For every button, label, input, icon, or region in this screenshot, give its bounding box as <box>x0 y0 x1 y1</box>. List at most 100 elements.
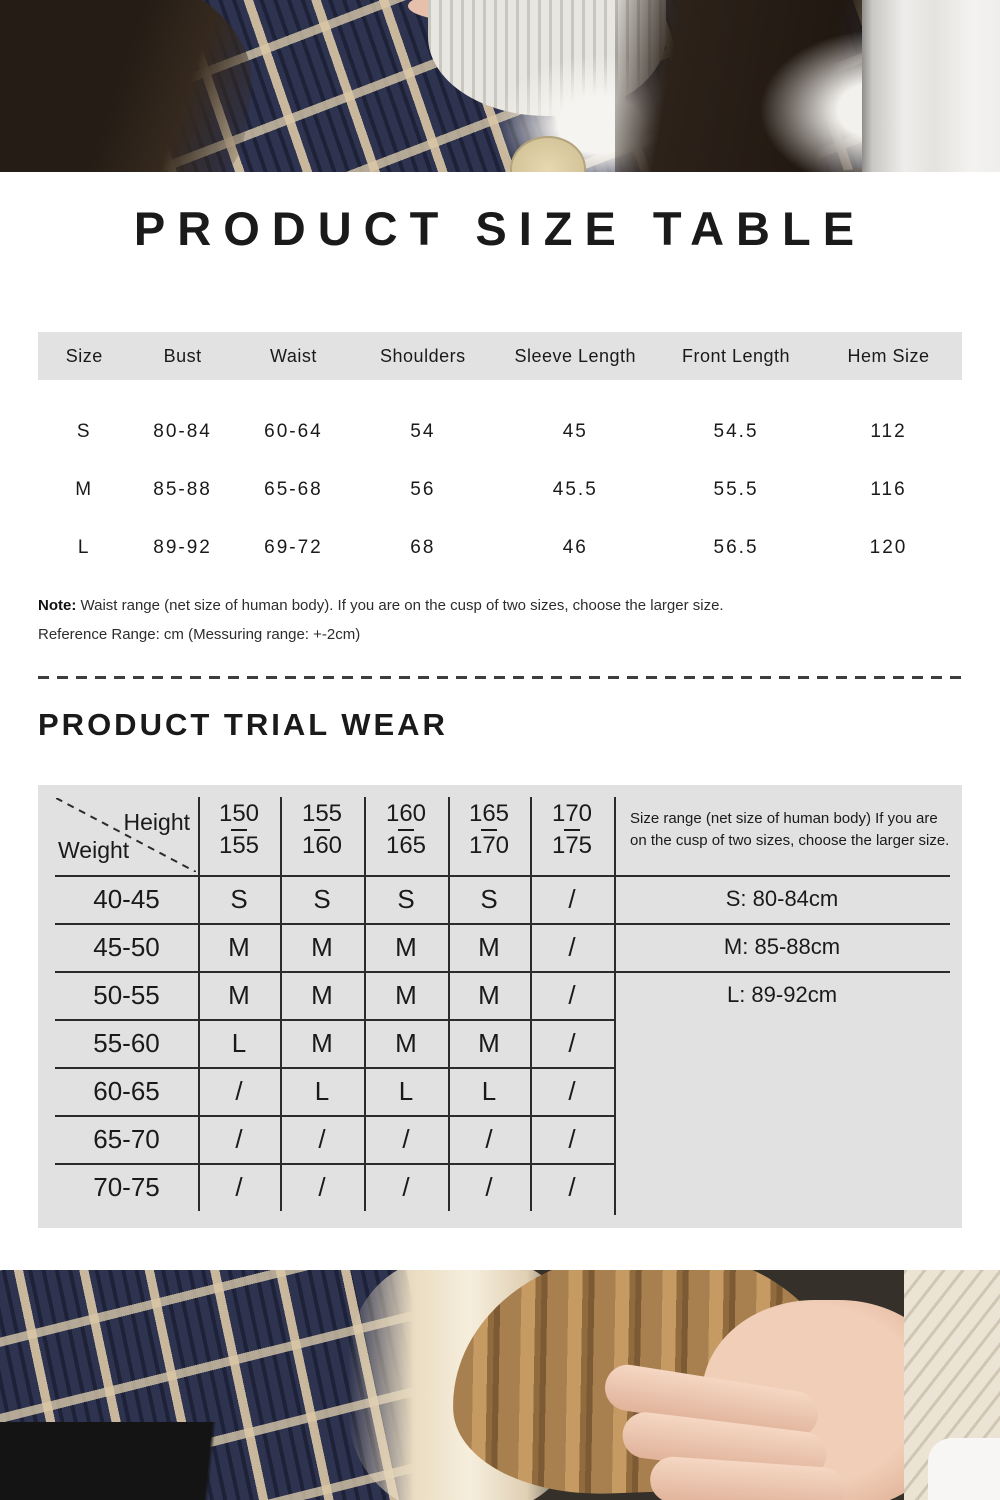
size-cell: S <box>230 884 248 914</box>
cell-sleeve: 45.5 <box>552 479 598 500</box>
grid-line <box>55 1163 616 1165</box>
height-to: 155 <box>218 832 260 859</box>
column-header: Size <box>65 345 103 366</box>
weight-label: 60-65 <box>93 1076 160 1106</box>
size-table-notes: Note: Waist range (net size of human bod… <box>38 591 724 649</box>
column-header: Shoulders <box>380 345 466 366</box>
size-cell: / <box>568 884 576 914</box>
grid-line <box>614 797 616 1215</box>
grid-line <box>280 797 282 1211</box>
side-size-l: L: 89-92cm <box>726 982 838 1007</box>
table-row: S 80-84 60-64 54 45 54.5 112 <box>38 418 962 446</box>
size-cell: M <box>228 980 250 1010</box>
height-to: 160 <box>301 832 343 859</box>
dark-trousers <box>0 1422 400 1500</box>
size-cell: / <box>568 1172 576 1202</box>
cell-size: L <box>77 537 91 558</box>
knit-sweater-sleeve <box>904 1270 1000 1500</box>
range-dash <box>481 829 497 831</box>
cell-size: M <box>75 479 94 500</box>
cell-waist: 69-72 <box>264 537 323 558</box>
grid-line <box>448 797 450 1211</box>
trial-section-title: PRODUCT TRIAL WEAR <box>38 707 448 742</box>
cell-hem: 120 <box>869 537 908 558</box>
grid-line <box>55 1067 616 1069</box>
column-header: Sleeve Length <box>514 345 637 366</box>
cell-front: 55.5 <box>713 479 759 500</box>
height-to: 165 <box>385 832 427 859</box>
trial-wear-table: Height Weight 150 155 155 160 160 165 16… <box>38 785 962 1228</box>
range-dash <box>564 829 580 831</box>
size-cell: / <box>485 1172 493 1202</box>
cell-sleeve: 45 <box>562 421 588 442</box>
size-cell: S <box>313 884 331 914</box>
size-cell: M <box>478 932 500 962</box>
grid-line <box>364 797 366 1211</box>
size-cell: / <box>568 980 576 1010</box>
weight-label: 45-50 <box>93 932 160 962</box>
size-cell: / <box>402 1124 410 1154</box>
size-cell: S <box>397 884 415 914</box>
size-cell: M <box>311 1028 333 1058</box>
range-dash <box>314 829 330 831</box>
column-header: Waist <box>270 345 317 366</box>
side-size-s: S: 80-84cm <box>725 886 839 911</box>
height-from: 155 <box>301 800 343 827</box>
product-photo-bottom <box>0 1270 1000 1500</box>
size-cell: M <box>311 932 333 962</box>
cell-front: 56.5 <box>713 537 759 558</box>
cell-shoulders: 56 <box>410 479 436 500</box>
cell-hem: 112 <box>870 421 907 442</box>
size-table-header: Size Bust Waist Shoulders Sleeve Length … <box>38 332 962 380</box>
size-cell: / <box>235 1172 243 1202</box>
size-cell: / <box>568 1124 576 1154</box>
size-cell: / <box>318 1172 326 1202</box>
side-size-m: M: 85-88cm <box>723 934 841 959</box>
size-cell: / <box>235 1124 243 1154</box>
grid-line <box>530 797 532 1211</box>
cell-bust: 80-84 <box>153 421 212 442</box>
note-text: Waist range (net size of human body). If… <box>76 597 724 614</box>
product-photo-top <box>0 0 1000 172</box>
weight-label: 50-55 <box>93 980 160 1010</box>
size-cell: / <box>568 1028 576 1058</box>
height-range-header: 170 175 <box>530 802 614 858</box>
grid-line <box>55 875 950 877</box>
reference-line: Reference Range: cm (Messuring range: +-… <box>38 626 361 643</box>
grid-line <box>55 923 950 925</box>
height-range-header: 155 160 <box>280 802 364 858</box>
weight-axis-label: Weight <box>58 837 130 863</box>
size-cell: / <box>568 932 576 962</box>
column-header: Hem Size <box>847 345 930 366</box>
size-cell: L <box>314 1076 330 1106</box>
cell-bust: 89-92 <box>153 537 212 558</box>
weight-label: 40-45 <box>93 884 160 914</box>
background-curtain <box>862 0 1000 172</box>
size-cell: S <box>480 884 498 914</box>
height-from: 170 <box>551 800 593 827</box>
height-to: 170 <box>468 832 510 859</box>
height-range-header: 165 170 <box>448 802 530 858</box>
size-cell: / <box>568 1076 576 1106</box>
note-label: Note: <box>38 597 77 614</box>
size-cell: M <box>228 932 250 962</box>
cell-size: S <box>76 421 92 442</box>
size-cell: L <box>231 1028 247 1058</box>
column-header: Front Length <box>682 345 791 366</box>
table-row: M 85-88 65-68 56 45.5 55.5 116 <box>38 476 962 504</box>
grid-line <box>55 1115 616 1117</box>
size-cell: / <box>235 1076 243 1106</box>
cell-bust: 85-88 <box>153 479 212 500</box>
weight-label: 70-75 <box>93 1172 160 1202</box>
height-from: 150 <box>218 800 260 827</box>
height-from: 165 <box>468 800 510 827</box>
height-range-header: 150 155 <box>198 802 280 858</box>
range-dash <box>231 829 247 831</box>
side-note-line: on the cusp of two sizes, choose the lar… <box>630 831 950 849</box>
height-to: 175 <box>551 832 593 859</box>
size-cell: / <box>485 1124 493 1154</box>
size-cell: M <box>311 980 333 1010</box>
height-range-header: 160 165 <box>364 802 448 858</box>
size-cell: L <box>398 1076 414 1106</box>
size-cell: M <box>478 1028 500 1058</box>
